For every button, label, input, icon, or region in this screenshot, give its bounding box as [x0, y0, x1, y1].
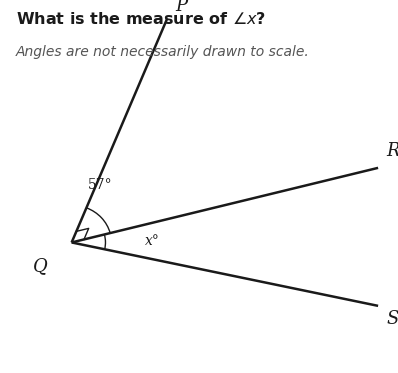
Text: S: S: [386, 310, 398, 327]
Text: 57°: 57°: [88, 178, 113, 192]
Text: What is the measure of $\angle x$?: What is the measure of $\angle x$?: [16, 11, 266, 27]
Text: x°: x°: [145, 234, 160, 248]
Text: Q: Q: [33, 257, 48, 275]
Text: R: R: [386, 142, 398, 160]
Text: Angles are not necessarily drawn to scale.: Angles are not necessarily drawn to scal…: [16, 45, 310, 59]
Text: P: P: [175, 0, 187, 15]
